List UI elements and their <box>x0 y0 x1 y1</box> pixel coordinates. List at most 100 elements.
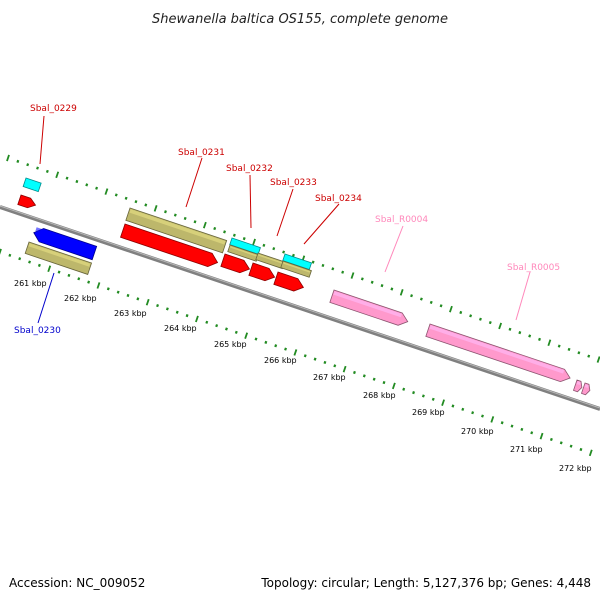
trna-sbal-0232-highlight <box>232 239 260 250</box>
cds-sbal-0233[interactable] <box>248 262 277 283</box>
cds-sbal-0232-highlight <box>224 255 244 265</box>
inner-ring-tick <box>372 377 376 381</box>
scale-labels: 261 kbp 262 kbp 263 kbp 264 kbp 265 kbp … <box>14 279 592 473</box>
outer-ring-tick <box>360 277 364 281</box>
outer-ring-tick <box>439 304 443 308</box>
rrna-sbal-r0004-highlight <box>333 291 402 318</box>
inner-ring-tick <box>431 397 435 401</box>
trna-sbal-0234-highlight <box>285 255 311 265</box>
outer-ring-tick <box>311 260 315 264</box>
outer-tick-ring <box>6 154 600 363</box>
inner-ring-tick <box>539 432 544 440</box>
outer-ring-tick <box>153 205 158 212</box>
topology-text: Topology: circular; Length: 5,127,376 bp… <box>260 576 591 590</box>
scale-label-264: 264 kbp <box>164 324 197 333</box>
map-title: Shewanella baltica OS155, complete genom… <box>152 12 448 27</box>
inner-ring-tick <box>313 357 317 361</box>
scale-label-271: 271 kbp <box>510 445 543 454</box>
feature-layer <box>17 177 591 396</box>
scale-label-265: 265 kbp <box>214 340 247 349</box>
inner-ring-tick <box>500 421 504 425</box>
scale-label-272: 272 kbp <box>559 464 592 473</box>
gene-sbal-0232[interactable] <box>227 244 259 262</box>
outer-ring-tick <box>55 171 60 179</box>
cds-sbal-0233-body <box>248 262 276 282</box>
outer-ring-tick <box>341 270 345 274</box>
outer-ring-tick <box>282 250 286 254</box>
gene-sbal-0234-highlight <box>283 262 311 273</box>
rrna-sbal-r0005[interactable] <box>425 323 572 384</box>
inner-ring-tick <box>481 414 484 418</box>
outer-ring-tick <box>459 310 463 315</box>
gene-label-sbal-0234[interactable]: Sbal_0234 <box>315 194 362 204</box>
inner-ring-tick <box>195 315 199 323</box>
inner-ring-tick <box>441 399 445 406</box>
outer-ring-tick <box>587 354 591 358</box>
rrna-small-1[interactable] <box>572 379 583 393</box>
cds-sbal-0232[interactable] <box>220 253 252 275</box>
rrna-sbal-r0004[interactable] <box>329 289 410 328</box>
inner-ring-tick <box>490 416 495 423</box>
scale-label-262: 262 kbp <box>64 294 97 303</box>
rrna-sbal-r0005-highlight <box>429 325 565 374</box>
inner-ring-tick <box>165 307 169 311</box>
inner-ring-tick <box>510 424 514 428</box>
inner-tick-ring <box>0 248 593 457</box>
gene-label-sbal-0233[interactable]: Sbal_0233 <box>270 178 317 188</box>
inner-ring-tick <box>126 293 130 298</box>
cds-sbal-0229[interactable] <box>17 194 37 210</box>
gene-sbal-0230[interactable] <box>24 241 93 275</box>
gene-sbal-0234[interactable] <box>280 260 312 278</box>
gene-label-sbal-0231[interactable]: Sbal_0231 <box>178 148 225 158</box>
cds-sbal-0230[interactable] <box>32 226 98 261</box>
scale-label-270: 270 kbp <box>461 427 494 436</box>
trna-sbal-0229-highlight <box>25 179 40 186</box>
outer-ring-tick <box>223 230 227 234</box>
inner-ring-tick <box>234 330 238 334</box>
outer-ring-tick <box>262 243 266 247</box>
gene-sbal-0231[interactable] <box>125 207 228 254</box>
outer-ring-tick <box>65 176 69 180</box>
cds-sbal-0229-highlight <box>20 196 31 202</box>
gene-label-sbal-0230[interactable]: Sbal_0230 <box>14 326 61 336</box>
outer-ring-tick <box>577 351 581 355</box>
gene-sbal-0230-highlight <box>28 243 91 267</box>
scale-label-263: 263 kbp <box>114 309 147 318</box>
outer-ring-tick <box>538 337 541 341</box>
cds-sbal-0231[interactable] <box>120 223 220 269</box>
inner-ring-tick <box>284 347 288 351</box>
inner-ring-tick <box>244 332 249 340</box>
accession-text: Accession: NC_009052 <box>9 576 145 590</box>
gene-label-sbal-0229[interactable]: Sbal_0229 <box>30 104 77 114</box>
scale-label-261: 261 kbp <box>14 279 47 288</box>
inner-ring-tick <box>412 391 416 395</box>
outer-ring-tick <box>449 305 453 313</box>
genome-backbone-highlight <box>0 205 600 409</box>
inner-ring-tick <box>185 314 189 318</box>
outer-ring-tick <box>45 169 49 174</box>
gene-sbal-0233-highlight <box>258 254 284 264</box>
outer-ring-tick <box>114 193 118 197</box>
outer-ring-tick <box>232 233 236 237</box>
outer-ring-tick <box>242 237 246 241</box>
inner-ring-tick <box>461 407 465 411</box>
gene-label-sbal-0232[interactable]: Sbal_0232 <box>226 164 273 174</box>
trna-sbal-0229[interactable] <box>22 177 42 193</box>
outer-ring-tick <box>252 238 256 246</box>
inner-ring-tick <box>156 303 160 308</box>
outer-ring-tick <box>557 344 561 348</box>
outer-ring-tick <box>173 213 177 217</box>
inner-ring-tick <box>353 370 356 375</box>
cds-sbal-0234[interactable] <box>273 271 306 294</box>
rrna-small-2[interactable] <box>580 382 591 396</box>
gene-label-sbal-r0004[interactable]: Sbal_R0004 <box>375 215 428 225</box>
cds-sbal-0230-highlight <box>35 227 96 251</box>
inner-ring-tick <box>391 382 396 390</box>
outer-ring-tick <box>124 196 128 200</box>
gene-label-sbal-r0005[interactable]: Sbal_R0005 <box>507 263 560 273</box>
inner-ring-tick <box>579 447 583 452</box>
inner-ring-tick <box>18 257 22 261</box>
scale-label-268: 268 kbp <box>363 391 396 400</box>
connector-sbal-0233 <box>276 188 294 237</box>
